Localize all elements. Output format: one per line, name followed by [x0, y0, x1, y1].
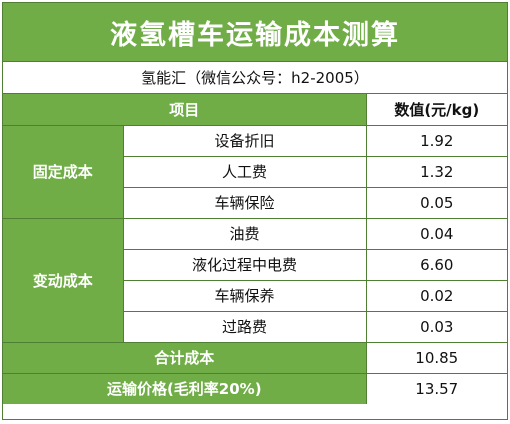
row-value: 6.60 — [365, 249, 508, 281]
row-value: 1.92 — [365, 125, 508, 157]
cost-table-sheet: 液氢槽车运输成本测算 氢能汇（微信公众号：h2-2005） 项目 数值(元/kg… — [2, 2, 508, 420]
row-item: 过路费 — [122, 311, 367, 343]
row-value: 0.04 — [365, 218, 508, 250]
table-row: 固定成本 设备折旧 1.92 — [3, 125, 508, 219]
transport-price-value: 13.57 — [365, 373, 508, 404]
total-cost-label: 合计成本 — [3, 342, 367, 374]
summary-row-price: 运输价格(毛利率20%) 13.57 — [3, 373, 508, 404]
header-value: 数值(元/kg) — [365, 94, 508, 126]
cost-table: 项目 数值(元/kg) 固定成本 设备折旧 1.92 人工费 1.32 车辆保险… — [3, 94, 508, 404]
row-item: 油费 — [122, 218, 367, 250]
group-label-fixed: 固定成本 — [3, 125, 123, 219]
row-item: 人工费 — [122, 156, 367, 188]
header-row: 项目 数值(元/kg) — [3, 94, 508, 126]
row-value: 0.05 — [365, 187, 508, 219]
row-item: 设备折旧 — [122, 125, 367, 157]
table-title: 液氢槽车运输成本测算 — [3, 3, 507, 62]
table-row: 变动成本 油费 0.04 — [3, 218, 508, 343]
summary-row-total: 合计成本 10.85 — [3, 342, 508, 374]
row-value: 1.32 — [365, 156, 508, 188]
row-item: 液化过程中电费 — [122, 249, 367, 281]
table-row: 车辆保险 0.05 — [3, 187, 508, 219]
table-row: 液化过程中电费 6.60 — [3, 249, 508, 281]
row-value: 0.02 — [365, 280, 508, 312]
row-value: 0.03 — [365, 311, 508, 343]
total-cost-value: 10.85 — [365, 342, 508, 374]
table-row: 过路费 0.03 — [3, 311, 508, 343]
group-label-variable: 变动成本 — [3, 218, 123, 343]
header-item: 项目 — [3, 94, 367, 126]
row-item: 车辆保养 — [122, 280, 367, 312]
transport-price-label: 运输价格(毛利率20%) — [3, 373, 367, 404]
source-caption: 氢能汇（微信公众号：h2-2005） — [3, 62, 507, 94]
table-row: 人工费 1.32 — [3, 156, 508, 188]
table-row: 车辆保养 0.02 — [3, 280, 508, 312]
row-item: 车辆保险 — [122, 187, 367, 219]
